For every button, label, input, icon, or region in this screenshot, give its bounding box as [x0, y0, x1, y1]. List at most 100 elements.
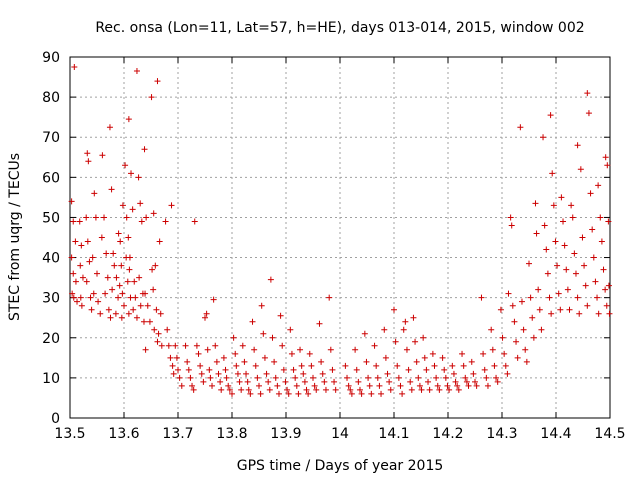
data-point — [602, 154, 609, 161]
data-point — [130, 306, 137, 313]
chart-title: Rec. onsa (Lon=11, Lat=57, h=HE), days 0… — [95, 20, 584, 36]
data-point — [331, 378, 338, 385]
data-point — [141, 146, 148, 153]
data-point — [376, 382, 383, 389]
data-point — [230, 334, 237, 341]
data-point — [434, 382, 441, 389]
grid — [70, 57, 610, 418]
data-point — [189, 382, 196, 389]
data-point — [527, 294, 534, 301]
data-point — [425, 378, 432, 385]
data-point — [162, 218, 169, 225]
data-point — [352, 346, 359, 353]
data-point — [103, 250, 110, 257]
data-point — [70, 294, 77, 301]
data-point — [275, 390, 282, 397]
data-point — [507, 214, 514, 221]
data-point — [564, 286, 571, 293]
x-axis-ticks: 13.5 13.6 13.7 13.8 13.9 14 14.1 14.2 14.3 14.4 14… — [54, 57, 626, 442]
data-point — [72, 278, 79, 285]
data-point — [316, 320, 323, 327]
data-point — [603, 302, 610, 309]
data-point — [530, 334, 537, 341]
data-point — [191, 218, 198, 225]
data-point — [504, 370, 511, 377]
data-point — [97, 310, 104, 317]
data-point — [239, 342, 246, 349]
data-point — [137, 200, 144, 207]
data-point — [301, 378, 308, 385]
data-point — [541, 222, 548, 229]
data-point — [198, 370, 205, 377]
data-point — [560, 218, 567, 225]
data-point — [576, 310, 583, 317]
data-point — [321, 378, 328, 385]
data-point — [115, 230, 122, 237]
data-point — [540, 134, 547, 141]
x-tick-label: 14.2 — [432, 426, 463, 442]
data-point — [373, 362, 380, 369]
data-point — [571, 250, 578, 257]
data-point — [195, 350, 202, 357]
data-point — [176, 374, 183, 381]
data-point — [413, 358, 420, 365]
data-point — [252, 362, 259, 369]
y-tick-label: 60 — [42, 170, 60, 186]
data-point — [410, 314, 417, 321]
data-point — [505, 290, 512, 297]
data-point — [204, 346, 211, 353]
data-point — [123, 214, 130, 221]
data-point — [213, 358, 220, 365]
data-point — [167, 354, 174, 361]
y-axis-ticks: 0 10 20 30 40 50 60 70 80 90 — [42, 50, 610, 427]
y-tick-label: 80 — [42, 90, 60, 106]
data-point — [261, 354, 268, 361]
data-point — [85, 158, 92, 165]
data-point — [170, 370, 177, 377]
y-tick-label: 0 — [51, 411, 60, 427]
data-point — [470, 370, 477, 377]
data-point — [589, 226, 596, 233]
data-point — [272, 374, 279, 381]
y-tick-label: 10 — [42, 371, 60, 387]
data-point — [70, 270, 77, 277]
data-point — [606, 310, 613, 317]
data-point — [277, 312, 284, 319]
data-point — [154, 78, 161, 85]
data-point — [68, 254, 75, 261]
data-point — [117, 238, 124, 245]
data-point — [215, 370, 222, 377]
data-point — [582, 282, 589, 289]
data-point — [547, 112, 554, 119]
data-point — [155, 330, 162, 337]
data-point — [595, 310, 602, 317]
data-point — [173, 354, 180, 361]
data-point — [584, 90, 591, 97]
data-point — [483, 374, 490, 381]
data-point — [190, 386, 197, 393]
data-point — [150, 210, 157, 217]
data-point — [303, 386, 310, 393]
data-point — [116, 282, 123, 289]
data-point — [342, 362, 349, 369]
data-point — [113, 274, 120, 281]
data-point — [158, 342, 165, 349]
data-point — [70, 218, 77, 225]
data-point — [518, 298, 525, 305]
y-tick-label: 70 — [42, 130, 60, 146]
data-point — [153, 306, 160, 313]
data-point — [426, 386, 433, 393]
data-point — [381, 326, 388, 333]
data-point — [538, 326, 545, 333]
data-point — [137, 302, 144, 309]
data-point — [99, 152, 106, 159]
data-point — [150, 286, 157, 293]
data-point — [455, 386, 462, 393]
data-point — [267, 276, 274, 283]
data-point — [306, 350, 313, 357]
data-point — [298, 362, 305, 369]
data-point — [83, 278, 90, 285]
data-point — [491, 362, 498, 369]
data-point — [149, 266, 156, 273]
data-point — [499, 334, 506, 341]
